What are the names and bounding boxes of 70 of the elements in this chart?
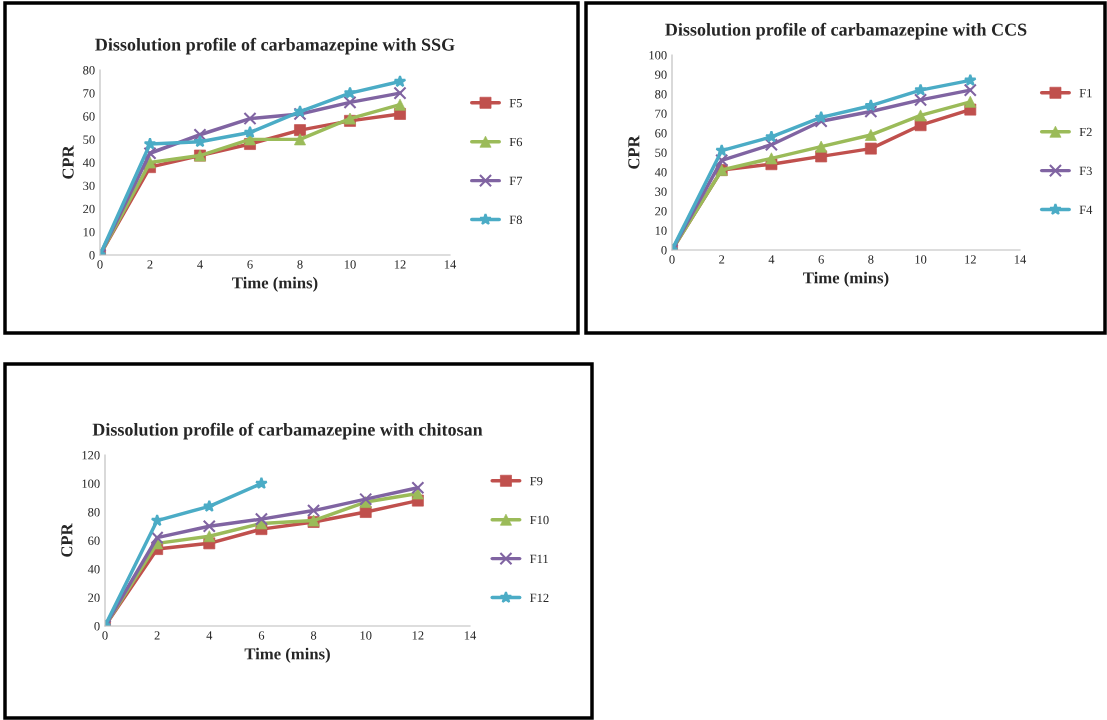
- x-tick-label: 8: [868, 255, 874, 264]
- y-tick-label: 100: [82, 479, 100, 488]
- y-tick-label: 30: [83, 181, 95, 191]
- x-tick-label: 12: [412, 631, 424, 640]
- y-axis-title: CPR: [62, 145, 74, 179]
- legend-label: F3: [1079, 166, 1092, 176]
- legend-label: F11: [530, 554, 548, 563]
- legend-label: F4: [1079, 205, 1093, 214]
- legend-label: F6: [509, 137, 523, 147]
- x-tick-label: 8: [310, 631, 317, 640]
- x-tick-label: 4: [768, 255, 775, 264]
- y-tick-label: 60: [88, 536, 100, 545]
- legend-label: F10: [530, 515, 549, 525]
- y-tick-label: 0: [94, 622, 100, 631]
- y-axis-title: CPR: [61, 523, 73, 557]
- y-tick-label: 60: [655, 129, 667, 138]
- x-tick-label: 6: [818, 255, 824, 264]
- y-tick-label: 50: [83, 135, 95, 144]
- chart-title: Dissolution profile of carbamazepine with chitosan: [92, 422, 483, 440]
- legend-label: F1: [1079, 88, 1092, 98]
- x-tick-label: 8: [297, 260, 303, 269]
- legend-label: F9: [530, 476, 543, 486]
- x-tick-label: 14: [1014, 255, 1027, 264]
- legend-label: F7: [509, 176, 523, 185]
- y-tick-label: 50: [655, 148, 667, 157]
- x-axis-title: Time (mins): [803, 271, 889, 287]
- y-tick-label: 60: [83, 112, 95, 121]
- y-tick-label: 90: [655, 70, 667, 79]
- y-tick-label: 10: [83, 227, 95, 237]
- y-axis-title: CPR: [628, 135, 640, 169]
- x-axis-title: Time (mins): [232, 276, 318, 292]
- x-tick-label: 6: [247, 260, 253, 269]
- x-tick-label: 0: [102, 631, 108, 640]
- y-tick-label: 20: [83, 204, 95, 214]
- y-tick-label: 100: [649, 51, 667, 60]
- y-tick-label: 70: [655, 109, 667, 118]
- x-tick-label: 2: [154, 631, 160, 640]
- y-tick-label: 70: [83, 89, 95, 98]
- y-tick-label: 20: [88, 593, 100, 602]
- x-tick-label: 14: [444, 260, 457, 269]
- legend-label: F2: [1079, 127, 1092, 137]
- x-tick-label: 10: [344, 260, 356, 269]
- y-tick-label: 80: [655, 90, 667, 99]
- chart-title: Dissolution profile of carbamazepine with SSG: [95, 37, 455, 55]
- x-tick-label: 0: [669, 255, 675, 264]
- x-tick-label: 4: [206, 631, 213, 640]
- y-tick-label: 120: [82, 451, 100, 460]
- y-tick-label: 40: [82, 158, 95, 167]
- y-tick-label: 40: [654, 168, 667, 177]
- x-tick-label: 4: [197, 260, 203, 269]
- y-tick-label: 80: [83, 66, 95, 75]
- y-tick-label: 20: [655, 207, 667, 216]
- legend-label: F5: [509, 98, 522, 108]
- y-tick-label: 30: [655, 187, 667, 196]
- x-tick-label: 6: [258, 631, 265, 640]
- x-tick-label: 12: [394, 260, 406, 269]
- x-tick-label: 14: [464, 631, 477, 640]
- legend-label: F12: [530, 593, 549, 602]
- y-tick-label: 0: [661, 246, 667, 255]
- legend-label: F8: [509, 215, 522, 225]
- x-tick-label: 10: [915, 255, 927, 264]
- chart-title: Dissolution profile of carbamazepine with CCS: [665, 22, 1027, 40]
- y-tick-label: 40: [87, 565, 100, 574]
- x-axis-title: Time (mins): [244, 647, 330, 663]
- x-tick-label: 2: [147, 260, 153, 269]
- y-tick-label: 10: [655, 226, 667, 235]
- x-tick-label: 10: [360, 631, 372, 640]
- y-tick-label: 80: [88, 508, 100, 517]
- x-tick-label: 12: [965, 255, 976, 264]
- x-tick-label: 2: [719, 255, 725, 264]
